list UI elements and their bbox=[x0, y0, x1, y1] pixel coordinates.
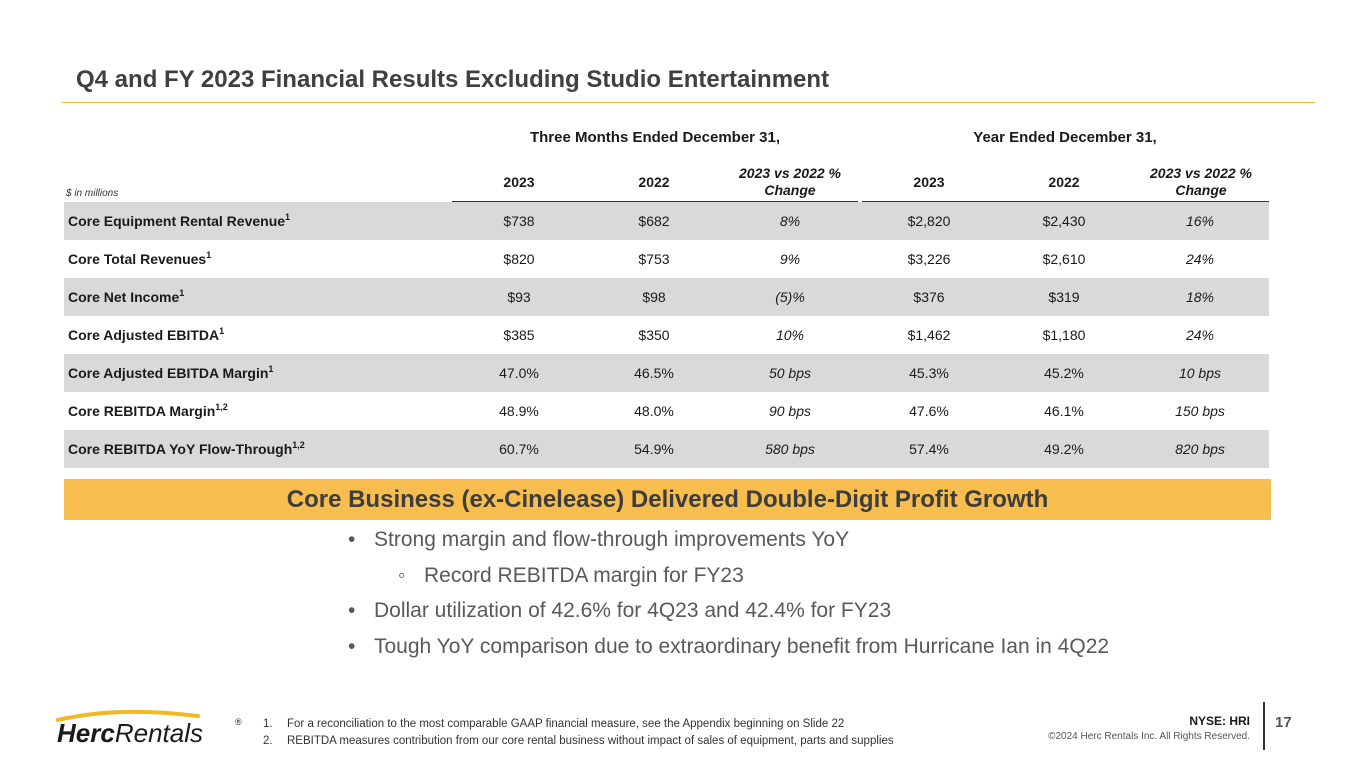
cell-q-change: 9% bbox=[779, 251, 801, 267]
col-header-y-change: 2023 vs 2022 % Change bbox=[1150, 165, 1252, 198]
footer-divider bbox=[1263, 702, 1265, 750]
cell-q-change: 580 bps bbox=[765, 441, 815, 457]
cell-y2023: 45.3% bbox=[909, 365, 949, 381]
title-divider bbox=[62, 102, 1315, 103]
cell-y-change: 10 bps bbox=[1178, 365, 1222, 381]
bullet-item: • Strong margin and flow-through improvem… bbox=[348, 528, 850, 551]
cell-q-change: 90 bps bbox=[768, 403, 812, 419]
row-label: Core Net Income 1 bbox=[68, 288, 185, 305]
cell-y2022: $319 bbox=[1048, 289, 1080, 305]
col-header-q2023: 2023 bbox=[503, 173, 535, 190]
cell-y-change: 18% bbox=[1185, 289, 1215, 305]
units-note: $ in millions bbox=[66, 188, 119, 199]
group-header-year: Year Ended December 31, bbox=[973, 129, 1157, 146]
cell-y2023: 57.4% bbox=[909, 441, 949, 457]
cell-q2022: $350 bbox=[638, 327, 670, 343]
cell-q-change: 50 bps bbox=[768, 365, 812, 381]
footnote-2: 2. REBITDA measures contribution from our… bbox=[263, 735, 894, 747]
cell-q2022: $682 bbox=[638, 213, 670, 229]
registered-mark: ® bbox=[235, 717, 242, 727]
cell-q2023: $820 bbox=[503, 251, 535, 267]
cell-y-change: 24% bbox=[1185, 327, 1215, 343]
cell-y2023: $3,226 bbox=[907, 251, 951, 267]
group-header-quarter: Three Months Ended December 31, bbox=[529, 129, 781, 146]
cell-y2022: $2,610 bbox=[1042, 251, 1086, 267]
cell-y2022: 49.2% bbox=[1044, 441, 1084, 457]
bullet-icon: • bbox=[348, 599, 356, 622]
cell-q2023: $738 bbox=[503, 213, 535, 229]
row-label: Core REBITDA Margin 1,2 bbox=[68, 402, 228, 419]
cell-y2022: 45.2% bbox=[1044, 365, 1084, 381]
table-row: Core Net Income 1 $93 $98 (5)% $376 $319 … bbox=[64, 278, 1269, 316]
row-label: Core Adjusted EBITDA Margin 1 bbox=[68, 364, 274, 381]
col-header-q2022: 2022 bbox=[638, 173, 670, 190]
bullet-item: • Tough YoY comparison due to extraordina… bbox=[348, 635, 1110, 658]
copyright: ©2024 Herc Rentals Inc. All Rights Reser… bbox=[1048, 731, 1250, 742]
sub-bullet-item: ◦ Record REBITDA margin for FY23 bbox=[398, 564, 744, 587]
cell-y2023: $2,820 bbox=[907, 213, 951, 229]
cell-q2023: 60.7% bbox=[499, 441, 539, 457]
cell-q2022: $753 bbox=[638, 251, 670, 267]
cell-q2022: 46.5% bbox=[634, 365, 674, 381]
footnote-1: 1. For a reconciliation to the most compa… bbox=[263, 718, 845, 730]
cell-q2022: 48.0% bbox=[634, 403, 674, 419]
cell-y2023: $1,462 bbox=[907, 327, 951, 343]
highlight-banner: Core Business (ex-Cinelease) Delivered D… bbox=[64, 479, 1271, 520]
cell-y-change: 820 bps bbox=[1175, 441, 1225, 457]
cell-q2023: $385 bbox=[503, 327, 535, 343]
slide-title: Q4 and FY 2023 Financial Results Excludi… bbox=[76, 66, 830, 93]
col-header-y2022: 2022 bbox=[1048, 173, 1080, 190]
table-row: Core REBITDA YoY Flow-Through 1,2 60.7% 5… bbox=[64, 430, 1269, 468]
logo-wordmark: HercRentals bbox=[57, 718, 203, 748]
col-header-q-change: 2023 vs 2022 % Change bbox=[739, 165, 841, 198]
sub-bullet-icon: ◦ bbox=[398, 564, 406, 587]
cell-y2023: $376 bbox=[913, 289, 945, 305]
page-number: 17 bbox=[1275, 714, 1292, 731]
cell-q2022: $98 bbox=[642, 289, 666, 305]
table-row: Core Equipment Rental Revenue 1 $738 $682… bbox=[64, 202, 1269, 240]
table-row: Core REBITDA Margin 1,2 48.9% 48.0% 90 bp… bbox=[64, 392, 1269, 430]
bullet-icon: • bbox=[348, 635, 356, 658]
bullet-icon: • bbox=[348, 528, 356, 551]
cell-y2022: 46.1% bbox=[1044, 403, 1084, 419]
cell-q-change: 10% bbox=[775, 327, 805, 343]
cell-y-change: 16% bbox=[1185, 213, 1215, 229]
row-label: Core Equipment Rental Revenue 1 bbox=[68, 212, 291, 229]
cell-y2022: $2,430 bbox=[1042, 213, 1086, 229]
cell-q2022: 54.9% bbox=[634, 441, 674, 457]
cell-q-change: 8% bbox=[779, 213, 801, 229]
logo-swoosh bbox=[56, 709, 200, 722]
row-label: Core Total Revenues 1 bbox=[68, 250, 212, 267]
cell-y2022: $1,180 bbox=[1042, 327, 1086, 343]
cell-y-change: 24% bbox=[1185, 251, 1215, 267]
cell-y-change: 150 bps bbox=[1175, 403, 1225, 419]
cell-y2023: 47.6% bbox=[909, 403, 949, 419]
cell-q2023: $93 bbox=[507, 289, 531, 305]
financial-results-table: Core Equipment Rental Revenue 1 $738 $682… bbox=[64, 202, 1269, 468]
row-label: Core Adjusted EBITDA 1 bbox=[68, 326, 225, 343]
table-row: Core Total Revenues 1 $820 $753 9% $3,226… bbox=[64, 240, 1269, 278]
herc-rentals-logo: HercRentals ® bbox=[56, 709, 242, 748]
cell-q-change: (5)% bbox=[775, 289, 805, 305]
row-label: Core REBITDA YoY Flow-Through 1,2 bbox=[68, 440, 305, 457]
bullet-item: • Dollar utilization of 42.6% for 4Q23 an… bbox=[348, 599, 892, 622]
table-row: Core Adjusted EBITDA Margin 1 47.0% 46.5%… bbox=[64, 354, 1269, 392]
cell-q2023: 47.0% bbox=[499, 365, 539, 381]
stock-ticker: NYSE: HRI bbox=[1189, 714, 1250, 728]
table-row: Core Adjusted EBITDA 1 $385 $350 10% $1,4… bbox=[64, 316, 1269, 354]
cell-q2023: 48.9% bbox=[499, 403, 539, 419]
col-header-y2023: 2023 bbox=[913, 173, 945, 190]
